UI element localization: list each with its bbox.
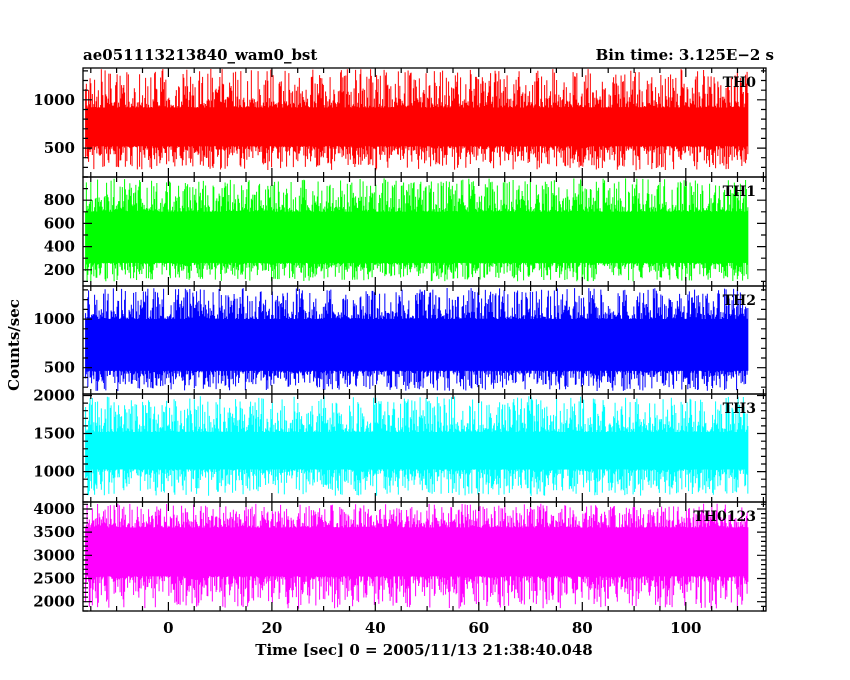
y-tick-label: 1000 — [33, 91, 75, 109]
x-tick-label: 60 — [468, 619, 489, 637]
chart-title-left: ae051113213840_wam0_bst — [83, 46, 317, 64]
y-tick-label: 2000 — [33, 387, 75, 405]
y-tick-label: 4000 — [33, 500, 75, 518]
panel-th2: 500 1000 TH2 — [33, 285, 767, 395]
series-th0 — [85, 69, 749, 171]
x-tick-label: 40 — [365, 619, 386, 637]
series-spikes-th2 — [85, 288, 749, 391]
series-spikes-th3 — [85, 396, 749, 496]
y-tick-label: 2500 — [33, 570, 75, 588]
x-axis-title: Time [sec] 0 = 2005/11/13 21:38:40.048 — [255, 641, 592, 659]
y-tick-label: 800 — [44, 191, 75, 209]
x-ticks — [90, 502, 764, 611]
x-tick-label: 0 — [163, 619, 173, 637]
chart-title-right: Bin time: 3.125E−2 s — [596, 46, 774, 64]
y-tick-label: 3000 — [33, 546, 75, 564]
y-axis-title: Counts/sec — [5, 299, 23, 391]
series-spikes-th0 — [85, 69, 749, 171]
panel-th1: 200 400 600 800 TH1 — [44, 176, 767, 287]
panel-label-th3: TH3 — [723, 401, 756, 417]
panel-label-th1: TH1 — [723, 184, 756, 200]
y-tick-label: 1000 — [33, 463, 75, 481]
x-ticks — [90, 68, 764, 177]
y-tick-label: 2000 — [33, 593, 75, 611]
y-ticks — [83, 176, 766, 282]
x-ticks — [90, 286, 764, 394]
x-tick-label: 80 — [572, 619, 593, 637]
y-tick-label: 1500 — [33, 425, 75, 443]
panel-th3: 1000 1500 2000 TH3 — [33, 387, 767, 503]
y-tick-label: 500 — [44, 359, 75, 377]
panel-frame — [82, 501, 767, 612]
panel-th0123: 2000 2500 3000 3500 4000 TH0123 — [33, 500, 767, 612]
x-tick-label: 20 — [261, 619, 282, 637]
series-spikes-th1 — [85, 178, 749, 282]
y-tick-label: 600 — [44, 214, 75, 232]
y-tick-label: 3500 — [33, 523, 75, 541]
series-th0123 — [85, 503, 749, 609]
y-ticks — [83, 503, 766, 612]
y-tick-label: 400 — [44, 238, 75, 256]
series-th1 — [85, 178, 749, 282]
y-tick-label: 1000 — [33, 310, 75, 328]
series-th3 — [85, 396, 749, 496]
y-tick-label: 200 — [44, 261, 75, 279]
y-tick-label: 500 — [44, 139, 75, 157]
panel-label-th0123: TH0123 — [693, 509, 756, 525]
x-ticks — [90, 394, 764, 502]
y-ticks — [83, 289, 766, 388]
panel-label-th0: TH0 — [723, 75, 757, 91]
x-tick-label: 100 — [670, 619, 701, 637]
series-th2 — [85, 288, 749, 391]
x-ticks — [90, 177, 764, 286]
panel-label-th2: TH2 — [723, 293, 756, 309]
